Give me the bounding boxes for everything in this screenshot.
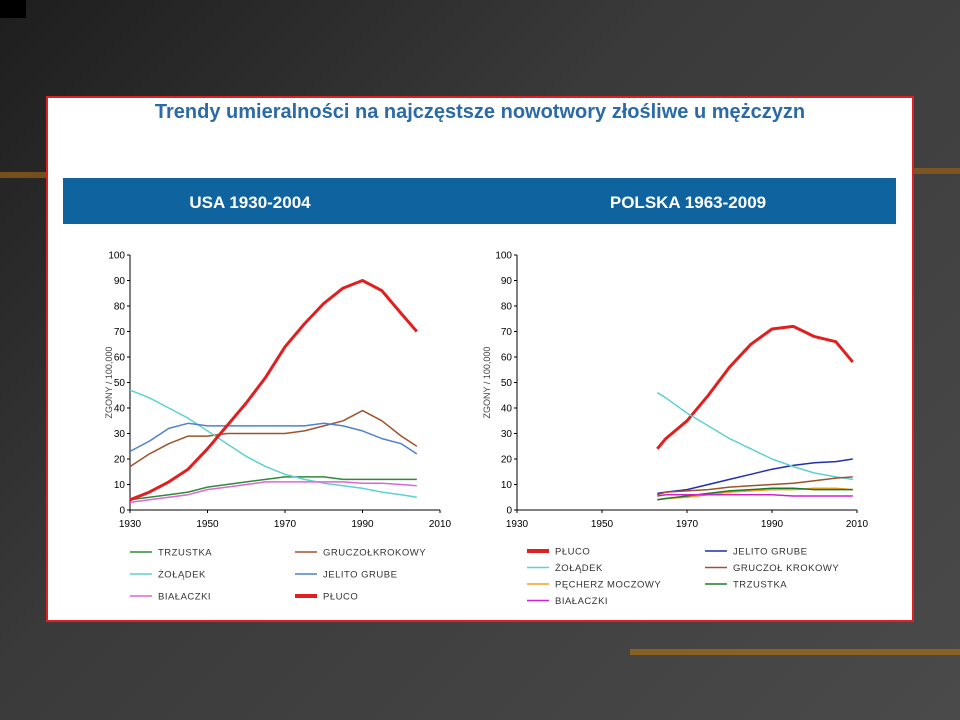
series-line bbox=[657, 487, 853, 501]
legend-label: BIAŁACZKI bbox=[555, 596, 608, 607]
corner-block bbox=[0, 0, 26, 18]
y-tick-label: 70 bbox=[501, 327, 513, 338]
y-tick-label: 100 bbox=[495, 251, 512, 262]
y-tick-label: 60 bbox=[501, 353, 513, 364]
slide-title: Trendy umieralności na najczęstsze nowot… bbox=[155, 101, 805, 123]
y-tick-label: 50 bbox=[114, 378, 126, 389]
series-line bbox=[129, 476, 417, 501]
series-line bbox=[657, 493, 853, 497]
y-tick-label: 10 bbox=[501, 480, 513, 491]
legend-label: JELITO GRUBE bbox=[733, 547, 807, 558]
legend-label: TRZUSTKA bbox=[158, 548, 212, 559]
y-tick-label: 0 bbox=[506, 506, 512, 517]
x-tick-label: 1950 bbox=[591, 519, 614, 530]
y-tick-label: 80 bbox=[114, 302, 126, 313]
y-tick-label: 20 bbox=[501, 455, 513, 466]
y-tick-label: 70 bbox=[114, 327, 126, 338]
chart-title: POLSKA 1963-2009 bbox=[610, 193, 766, 212]
y-tick-label: 100 bbox=[108, 251, 125, 262]
legend-label: PĘCHERZ MOCZOWY bbox=[555, 580, 661, 591]
legend-label: GRUCZOŁ KROKOWY bbox=[733, 563, 839, 574]
x-tick-label: 1950 bbox=[196, 519, 219, 530]
x-tick-label: 1930 bbox=[119, 519, 142, 530]
legend-label: PŁUCO bbox=[555, 547, 590, 558]
x-tick-label: 1930 bbox=[506, 519, 529, 530]
series-line bbox=[129, 389, 417, 499]
series-line bbox=[656, 324, 854, 450]
legend-label: JELITO GRUBE bbox=[323, 570, 397, 581]
legend-label: ŻOŁĄDEK bbox=[555, 563, 603, 574]
stripe bbox=[0, 172, 47, 178]
header-bar bbox=[63, 178, 896, 224]
series-line bbox=[129, 481, 417, 504]
legend-label: BIAŁACZKI bbox=[158, 592, 211, 603]
y-tick-label: 90 bbox=[114, 276, 126, 287]
chart-title: USA 1930-2004 bbox=[189, 193, 311, 212]
x-tick-label: 1970 bbox=[676, 519, 699, 530]
stripe bbox=[913, 168, 960, 174]
y-tick-label: 80 bbox=[501, 302, 513, 313]
x-tick-label: 1990 bbox=[351, 519, 374, 530]
y-tick-label: 0 bbox=[119, 506, 125, 517]
series-line bbox=[657, 458, 853, 495]
y-tick-label: 30 bbox=[501, 429, 513, 440]
y-tick-label: 20 bbox=[114, 455, 126, 466]
y-tick-label: 90 bbox=[501, 276, 513, 287]
y-tick-label: 60 bbox=[114, 353, 126, 364]
x-tick-label: 1990 bbox=[761, 519, 784, 530]
legend-label: TRZUSTKA bbox=[733, 580, 787, 591]
legend-label: GRUCZOŁKROKOWY bbox=[323, 548, 426, 559]
y-axis-label: ZGONY / 100,000 bbox=[104, 347, 114, 419]
series-line bbox=[129, 422, 418, 455]
y-tick-label: 40 bbox=[501, 404, 513, 415]
y-tick-label: 50 bbox=[501, 378, 513, 389]
legend-label: ŻOŁĄDEK bbox=[158, 570, 206, 581]
x-tick-label: 2010 bbox=[429, 519, 452, 530]
series-line bbox=[657, 487, 853, 501]
x-tick-label: 2010 bbox=[846, 519, 869, 530]
stripe bbox=[630, 649, 960, 655]
series-line bbox=[657, 476, 853, 496]
series-line bbox=[656, 392, 853, 481]
panel bbox=[46, 96, 914, 622]
y-tick-label: 10 bbox=[114, 480, 126, 491]
y-tick-label: 40 bbox=[114, 404, 126, 415]
y-axis-label: ZGONY / 100,000 bbox=[482, 347, 492, 419]
x-tick-label: 1970 bbox=[274, 519, 297, 530]
series-line bbox=[129, 279, 418, 502]
legend-label: PŁUCO bbox=[323, 592, 358, 603]
y-tick-label: 30 bbox=[114, 429, 126, 440]
series-line bbox=[129, 409, 418, 468]
